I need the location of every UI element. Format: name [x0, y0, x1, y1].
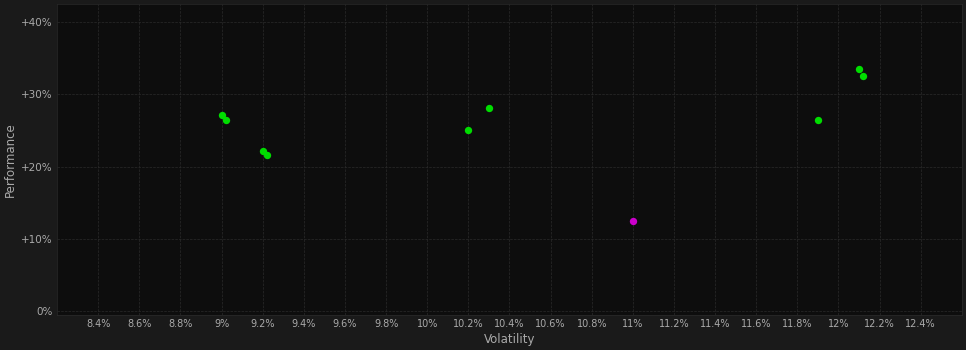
Point	[218, 117, 234, 122]
Point	[810, 117, 826, 122]
Point	[255, 148, 270, 153]
X-axis label: Volatility: Volatility	[484, 333, 535, 346]
Point	[259, 152, 274, 158]
Point	[856, 74, 871, 79]
Point	[851, 66, 867, 72]
Point	[461, 128, 476, 133]
Y-axis label: Performance: Performance	[4, 122, 17, 197]
Point	[213, 112, 229, 117]
Point	[481, 105, 497, 111]
Point	[625, 218, 640, 224]
